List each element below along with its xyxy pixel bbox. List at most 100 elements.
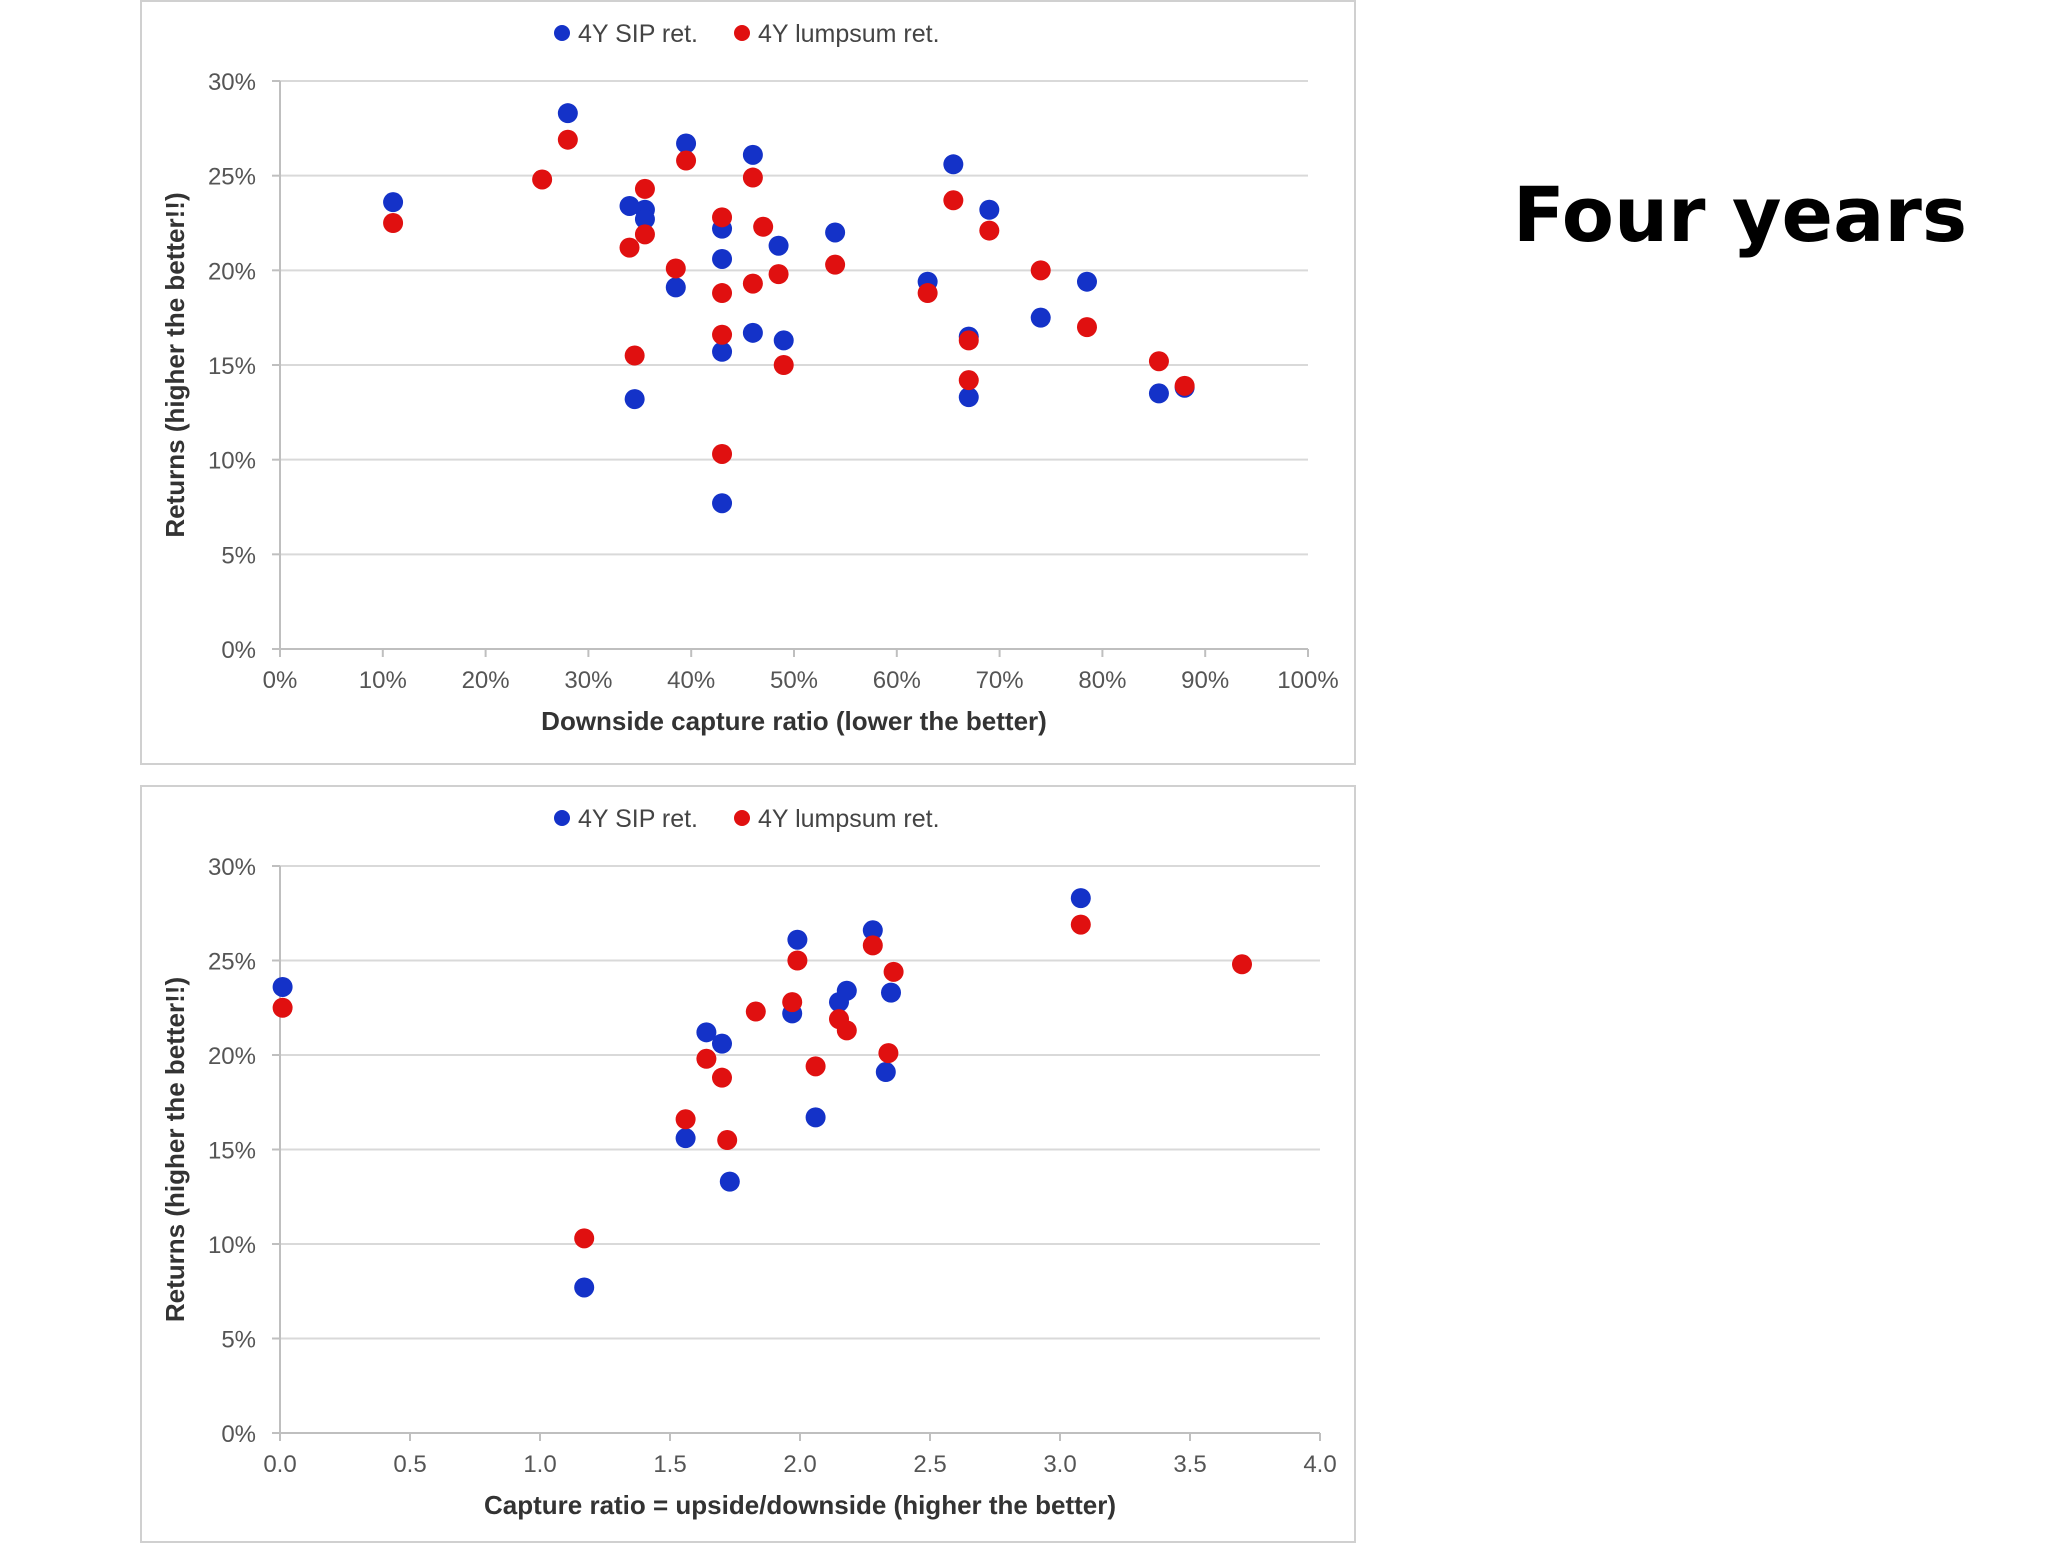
downside-point-sip [676,133,697,154]
capture-point-sip [574,1277,595,1298]
downside-x-tick-label: 20% [462,667,510,694]
capture-point-lumpsum [1232,954,1252,975]
downside-point-lumpsum [624,345,645,366]
downside-point-sip [619,195,640,216]
capture-point-lumpsum [574,1228,595,1249]
capture-point-lumpsum [1070,914,1091,935]
downside-y-tick-label: 10% [208,448,256,475]
downside-x-tick-label: 30% [564,667,612,694]
downside-point-sip [958,387,979,408]
capture-point-sip [787,929,808,950]
downside-x-tick-label: 10% [359,667,407,694]
capture-point-lumpsum [717,1130,738,1151]
capture-point-lumpsum [862,935,883,956]
downside-point-sip [665,277,686,298]
capture-point-lumpsum [805,1056,826,1077]
downside-point-sip [742,144,763,165]
downside-legend-label-lumpsum: 4Y lumpsum ret. [758,20,940,48]
capture-x-tick-label: 1.0 [523,1451,556,1478]
downside-y-axis-title: Returns (higher the better!!) [160,192,190,537]
downside-x-tick-label: 60% [873,667,921,694]
downside-point-lumpsum [634,224,655,245]
downside-point-lumpsum [712,207,733,228]
downside-point-lumpsum [753,216,774,237]
capture-point-sip [881,982,901,1003]
capture-legend-label-sip: 4Y SIP ret. [578,805,698,833]
capture-x-tick-label: 2.0 [783,1451,816,1478]
downside-point-lumpsum [557,129,578,150]
capture-point-sip [675,1128,696,1149]
downside-x-tick-label: 70% [976,667,1024,694]
downside-y-tick-label: 20% [208,258,256,285]
capture-point-sip [719,1171,740,1192]
capture-x-tick-label: 3.5 [1173,1451,1206,1478]
capture-point-lumpsum [836,1020,857,1041]
downside-x-axis-title: Downside capture ratio (lower the better… [541,706,1047,736]
downside-point-lumpsum [665,258,686,279]
capture-point-lumpsum [878,1043,899,1064]
downside-point-sip [1076,271,1097,292]
downside-point-lumpsum [676,150,697,171]
capture-ratio-scatter-plot: 0% 5% 10% 15% 20% 25% 30% 0.0 0.5 1.0 1.5 2.0 2.5 3.0… [160,805,1337,1520]
capture-point-sip [836,980,857,1001]
downside-point-lumpsum [979,220,1000,241]
downside-point-sip [825,222,846,243]
capture-point-lumpsum [787,950,808,971]
capture-x-tick-label: 4.0 [1303,1451,1336,1478]
capture-point-sip [696,1022,717,1043]
downside-point-lumpsum [712,283,733,304]
capture-y-axis-title: Returns (higher the better!!) [160,977,190,1322]
downside-legend-marker-lumpsum [734,25,750,41]
capture-y-tick-label: 25% [208,949,256,976]
capture-x-tick-label: 0.0 [263,1451,296,1478]
downside-capture-scatter-plot: 0% 5% 10% 15% 20% 25% 30% 0% 10% 20% 30% 40% 50% 60% 7… [160,20,1339,736]
downside-point-lumpsum [712,443,733,464]
downside-point-lumpsum [1076,317,1097,338]
downside-point-lumpsum [712,324,733,345]
downside-point-lumpsum [773,355,794,375]
downside-point-sip [712,341,733,362]
capture-legend-label-lumpsum: 4Y lumpsum ret. [758,805,940,833]
downside-y-tick-label: 15% [208,353,256,380]
downside-point-sip [712,248,733,269]
capture-point-lumpsum [675,1109,696,1130]
downside-point-sip [383,192,404,213]
capture-y-tick-label: 30% [208,854,256,881]
capture-x-tick-label: 1.5 [653,1451,686,1478]
downside-point-sip [979,199,1000,220]
downside-point-lumpsum [825,254,846,275]
capture-x-tick-label: 0.5 [393,1451,426,1478]
downside-x-tick-label: 40% [667,667,715,694]
downside-point-sip [768,235,789,256]
capture-point-lumpsum [696,1048,717,1069]
downside-point-sip [1030,307,1051,328]
capture-y-tick-label: 20% [208,1043,256,1070]
downside-point-sip [742,322,763,343]
downside-point-lumpsum [1148,351,1169,372]
capture-point-lumpsum [712,1067,732,1088]
downside-y-tick-label: 0% [221,637,256,664]
downside-point-sip [557,103,578,124]
downside-y-tick-label: 30% [208,69,256,96]
capture-point-lumpsum [782,992,803,1013]
capture-point-sip [712,1033,732,1054]
capture-point-sip [805,1107,826,1128]
capture-point-sip [272,976,293,997]
downside-point-lumpsum [383,213,404,233]
downside-x-tick-label: 50% [770,667,818,694]
downside-x-tick-label: 100% [1277,667,1338,694]
downside-capture-chart-panel: 0% 5% 10% 15% 20% 25% 30% 0% 10% 20% 30% 40% 50% 60% 7… [140,0,1356,765]
downside-point-sip [624,389,645,410]
capture-point-sip [1070,888,1091,909]
downside-point-lumpsum [619,237,640,258]
downside-point-lumpsum [958,370,979,391]
downside-point-lumpsum [943,190,964,211]
downside-legend-label-sip: 4Y SIP ret. [578,20,698,48]
downside-point-lumpsum [634,178,655,199]
capture-point-lumpsum [883,961,904,982]
downside-point-lumpsum [742,273,763,294]
capture-legend-marker-sip [554,810,570,826]
downside-point-sip [634,209,655,230]
downside-point-sip [943,154,964,175]
downside-point-sip [1148,383,1169,404]
